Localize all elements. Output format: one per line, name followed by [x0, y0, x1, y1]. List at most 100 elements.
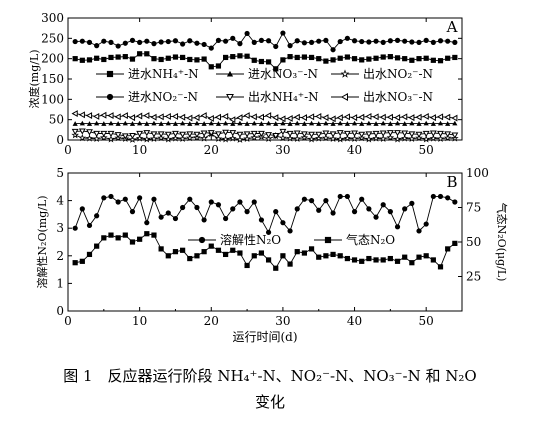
legend-label: 进水NO₂⁻-N	[128, 90, 198, 104]
data-point	[280, 253, 286, 259]
data-point	[72, 260, 78, 266]
data-point	[107, 130, 115, 138]
data-point	[144, 121, 150, 126]
data-point	[151, 196, 157, 202]
y-tick-label: 1	[56, 276, 64, 290]
y-tick-label: 50	[49, 113, 64, 127]
data-point	[236, 131, 244, 138]
data-point	[344, 35, 350, 41]
legend-marker	[226, 94, 234, 102]
data-point	[400, 134, 409, 142]
data-point	[343, 113, 350, 121]
data-point	[436, 134, 445, 143]
data-point	[316, 121, 322, 126]
y-tick-label: 0	[56, 304, 64, 318]
data-point	[293, 113, 300, 121]
data-point	[402, 254, 408, 260]
data-point	[129, 132, 136, 140]
data-point	[351, 257, 358, 263]
data-point	[93, 130, 101, 138]
data-point	[359, 196, 365, 202]
data-point	[365, 112, 372, 120]
data-point	[165, 120, 171, 126]
x-tick-label: 10	[132, 143, 147, 157]
y2-tick-label: 50	[466, 235, 481, 249]
data-point	[330, 47, 336, 53]
data-point	[337, 38, 343, 45]
data-point	[214, 134, 223, 143]
data-point	[287, 121, 293, 126]
data-point	[365, 135, 373, 143]
data-point	[372, 134, 380, 142]
data-point	[150, 134, 158, 143]
data-point	[122, 196, 128, 202]
legend-marker	[340, 69, 350, 78]
data-point	[79, 38, 85, 44]
data-point	[452, 240, 458, 246]
data-point	[108, 120, 114, 126]
data-point	[121, 112, 128, 120]
data-point	[415, 131, 423, 138]
data-point	[293, 134, 302, 143]
data-point	[323, 253, 329, 259]
data-point	[229, 116, 236, 124]
data-point	[314, 134, 323, 142]
data-point	[280, 57, 286, 63]
data-point	[122, 120, 128, 126]
data-point	[187, 38, 193, 44]
data-point	[423, 37, 429, 43]
data-point	[223, 251, 229, 258]
data-point	[258, 217, 265, 223]
data-point	[336, 130, 344, 137]
data-point	[359, 57, 365, 63]
data-point	[115, 235, 121, 241]
data-point	[408, 131, 416, 138]
x-tick-label: 50	[419, 143, 434, 157]
data-point	[330, 57, 336, 63]
data-point	[151, 232, 157, 238]
y2-tick-label: 25	[466, 270, 481, 284]
data-point	[194, 40, 200, 46]
data-point	[366, 56, 372, 62]
x-tick-label: 0	[64, 314, 72, 328]
data-point	[445, 38, 451, 44]
data-point	[323, 58, 329, 64]
data-point	[215, 37, 222, 43]
data-point	[394, 258, 401, 264]
data-point	[380, 202, 386, 208]
y-tick-label: 2	[56, 249, 64, 263]
data-point	[265, 38, 272, 44]
data-point	[208, 120, 214, 126]
data-point	[451, 132, 459, 139]
data-point	[129, 56, 136, 62]
data-point	[430, 39, 436, 46]
data-point	[250, 130, 258, 138]
data-point	[115, 121, 121, 126]
data-point	[386, 130, 394, 137]
data-point	[280, 120, 286, 126]
data-point	[365, 131, 373, 138]
data-point	[122, 40, 128, 46]
data-point	[115, 199, 121, 205]
legend-marker	[324, 236, 332, 244]
data-point	[387, 209, 393, 215]
data-point	[172, 249, 179, 255]
data-point	[150, 113, 157, 121]
data-point	[257, 130, 265, 138]
x-tick-label: 50	[419, 314, 434, 328]
data-point	[223, 120, 229, 126]
data-point	[157, 131, 165, 138]
data-point	[351, 209, 358, 215]
data-point	[143, 112, 150, 120]
data-point	[358, 113, 365, 121]
data-point	[358, 131, 366, 138]
data-point	[344, 255, 350, 262]
data-point	[115, 43, 121, 49]
data-point	[243, 134, 251, 143]
data-point	[207, 130, 215, 137]
data-point	[387, 38, 393, 44]
data-point	[287, 228, 293, 234]
data-point	[180, 204, 186, 211]
data-point	[157, 133, 165, 142]
data-point	[230, 247, 236, 253]
